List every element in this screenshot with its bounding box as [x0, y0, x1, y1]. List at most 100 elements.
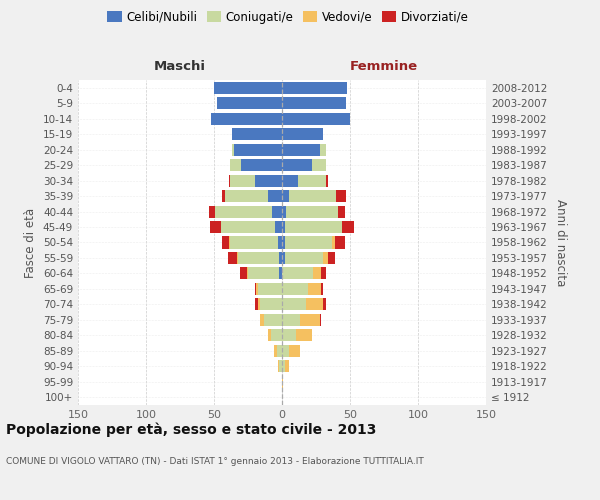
Bar	[338, 206, 344, 218]
Bar	[225, 190, 268, 202]
Bar	[232, 144, 235, 156]
Bar	[274, 345, 277, 357]
Bar	[221, 221, 275, 233]
Bar	[257, 298, 260, 310]
Bar	[289, 345, 299, 357]
Text: Popolazione per età, sesso e stato civile - 2013: Popolazione per età, sesso e stato civil…	[6, 422, 376, 437]
Bar	[282, 345, 289, 357]
Bar	[229, 236, 230, 248]
Bar	[282, 82, 347, 94]
Bar	[210, 221, 221, 233]
Bar	[282, 128, 323, 140]
Bar	[337, 190, 346, 202]
Bar	[241, 159, 282, 171]
Bar	[282, 298, 307, 310]
Bar	[282, 206, 286, 218]
Bar	[230, 236, 278, 248]
Bar	[328, 252, 335, 264]
Bar	[227, 252, 237, 264]
Bar	[282, 112, 350, 124]
Bar	[313, 268, 322, 280]
Bar	[217, 97, 282, 109]
Bar	[229, 174, 230, 186]
Y-axis label: Anni di nascita: Anni di nascita	[554, 199, 567, 286]
Bar	[282, 268, 313, 280]
Bar	[211, 112, 282, 124]
Bar	[268, 190, 282, 202]
Bar	[285, 360, 289, 372]
Bar	[272, 206, 282, 218]
Bar	[323, 298, 326, 310]
Bar	[278, 236, 282, 248]
Bar	[282, 283, 308, 295]
Bar	[235, 144, 282, 156]
Bar	[255, 174, 282, 186]
Bar	[214, 82, 282, 94]
Bar	[285, 236, 332, 248]
Bar	[282, 330, 296, 342]
Bar	[342, 221, 354, 233]
Bar	[277, 345, 282, 357]
Bar	[209, 206, 215, 218]
Bar	[282, 97, 346, 109]
Bar	[271, 330, 282, 342]
Bar	[335, 236, 344, 248]
Bar	[326, 174, 328, 186]
Bar	[268, 330, 271, 342]
Bar	[260, 314, 265, 326]
Bar	[279, 360, 282, 372]
Bar	[275, 221, 282, 233]
Bar	[255, 283, 256, 295]
Bar	[299, 314, 320, 326]
Bar	[256, 283, 257, 295]
Bar	[282, 221, 285, 233]
Bar	[286, 206, 338, 218]
Bar	[312, 159, 326, 171]
Text: Femmine: Femmine	[350, 60, 418, 72]
Bar	[282, 144, 320, 156]
Bar	[298, 174, 326, 186]
Bar	[332, 236, 335, 248]
Bar	[282, 174, 298, 186]
Bar	[322, 268, 326, 280]
Bar	[285, 252, 323, 264]
Bar	[323, 252, 328, 264]
Bar	[279, 268, 282, 280]
Text: Maschi: Maschi	[154, 60, 206, 72]
Bar	[265, 314, 282, 326]
Bar	[247, 268, 248, 280]
Bar	[237, 252, 238, 264]
Bar	[282, 236, 285, 248]
Bar	[282, 159, 312, 171]
Bar	[255, 298, 257, 310]
Bar	[308, 283, 322, 295]
Bar	[282, 252, 285, 264]
Bar	[282, 314, 299, 326]
Y-axis label: Fasce di età: Fasce di età	[25, 208, 37, 278]
Bar	[222, 190, 225, 202]
Bar	[320, 144, 326, 156]
Bar	[289, 190, 337, 202]
Bar	[230, 159, 241, 171]
Bar	[232, 128, 282, 140]
Bar	[257, 283, 282, 295]
Bar	[222, 236, 229, 248]
Bar	[296, 330, 312, 342]
Text: COMUNE DI VIGOLO VATTARO (TN) - Dati ISTAT 1° gennaio 2013 - Elaborazione TUTTIT: COMUNE DI VIGOLO VATTARO (TN) - Dati IST…	[6, 458, 424, 466]
Legend: Celibi/Nubili, Coniugati/e, Vedovi/e, Divorziati/e: Celibi/Nubili, Coniugati/e, Vedovi/e, Di…	[103, 6, 473, 28]
Bar	[248, 268, 279, 280]
Bar	[282, 190, 289, 202]
Bar	[230, 174, 255, 186]
Bar	[285, 221, 342, 233]
Bar	[240, 268, 247, 280]
Bar	[282, 376, 283, 388]
Bar	[278, 360, 279, 372]
Bar	[279, 252, 282, 264]
Bar	[238, 252, 279, 264]
Bar	[322, 283, 323, 295]
Bar	[282, 360, 285, 372]
Bar	[215, 206, 272, 218]
Bar	[320, 314, 322, 326]
Bar	[307, 298, 323, 310]
Bar	[260, 298, 282, 310]
